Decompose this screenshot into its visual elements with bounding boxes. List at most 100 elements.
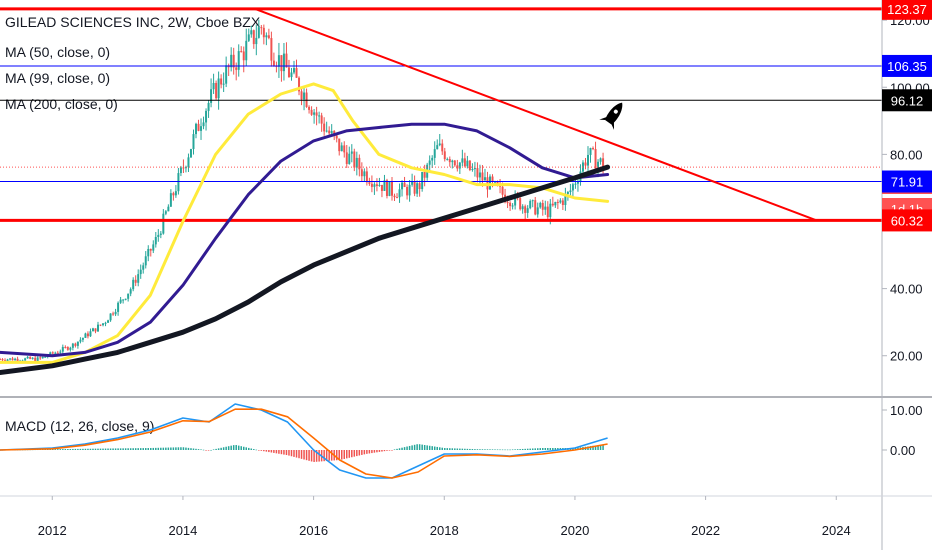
candle-body [184, 167, 187, 169]
candle-body [74, 343, 77, 346]
candle-body [473, 168, 476, 170]
candle-body [220, 78, 223, 85]
macd-histogram-bar [94, 448, 97, 450]
candle-body [79, 339, 82, 342]
macd-histogram-bar [376, 450, 378, 453]
xtick-label: 2018 [430, 523, 459, 538]
xtick-label: 2012 [38, 523, 67, 538]
candle-body [56, 352, 59, 354]
macd-histogram-bar [197, 449, 200, 450]
candle-body [438, 143, 441, 146]
candle-body [142, 265, 145, 270]
candle-body [252, 30, 255, 45]
candle-body [524, 206, 527, 213]
macd-histogram-bar [150, 447, 152, 450]
candle-body [448, 159, 451, 163]
rocket-body [605, 102, 623, 125]
macd-histogram-bar [109, 448, 112, 450]
macd-histogram-bar [245, 447, 248, 450]
macd-histogram-bar [170, 447, 172, 450]
candle-body [478, 172, 481, 178]
macd-histogram-bar [313, 450, 315, 462]
candle-body [69, 347, 72, 350]
price-label-106.35: 106.35 [882, 54, 932, 77]
macd-histogram-bar [305, 450, 308, 461]
candle-body [494, 181, 497, 183]
candle-body [285, 53, 288, 68]
candle-body [117, 302, 120, 312]
candle-body [378, 184, 381, 186]
macd-histogram-bar [534, 448, 536, 450]
macd-histogram-bar [165, 447, 167, 450]
candle-body [398, 189, 401, 198]
macd-histogram-bar [62, 449, 64, 450]
macd-histogram-bar [69, 448, 72, 450]
candle-body [328, 130, 331, 134]
candle-body [195, 123, 197, 135]
candle-body [599, 158, 602, 162]
candle-body [205, 110, 208, 123]
macd-histogram-bar [255, 449, 258, 451]
macd-histogram-bar [406, 446, 408, 450]
candle-body [546, 206, 549, 218]
macd-histogram-bar [381, 450, 383, 452]
macd-histogram-bar [112, 448, 114, 450]
macd-histogram-bar [373, 450, 376, 453]
candle-body [265, 35, 268, 38]
candle-body [355, 157, 358, 168]
candle-body [576, 181, 579, 184]
macd-histogram-bar [147, 448, 150, 450]
macd-histogram-bar [494, 449, 496, 451]
macd-histogram-bar [298, 450, 300, 459]
candle-body [536, 207, 539, 215]
macd-histogram-bar [127, 448, 129, 450]
candle-body [94, 328, 97, 332]
candle-body [189, 149, 192, 158]
macd-histogram-bar [366, 450, 368, 454]
candle-body [584, 162, 587, 166]
candle-body [172, 193, 175, 196]
candle-body [24, 358, 27, 361]
price-label-60.32: 60.32 [882, 209, 932, 232]
candle-body [114, 311, 117, 315]
macd-histogram-bar [426, 445, 428, 450]
candle-body [157, 234, 160, 238]
candle-body [212, 82, 215, 90]
candle-body [162, 213, 165, 234]
macd-histogram-bar [293, 450, 295, 457]
macd-histogram-bar [210, 449, 212, 451]
candle-body [129, 289, 132, 294]
price-label-bg [882, 54, 932, 77]
candle-body [308, 106, 311, 110]
candle-body [4, 360, 7, 362]
macd-histogram-bar [356, 450, 358, 457]
macd-histogram-bar [260, 450, 263, 451]
candle-body [179, 167, 182, 174]
macd-histogram-bar [97, 448, 99, 450]
candle-body [453, 160, 456, 166]
candle-body [84, 333, 87, 338]
macd-histogram-bar [511, 449, 514, 451]
candle-body [207, 102, 210, 111]
candle-body [416, 183, 419, 194]
price-label-71.91: 71.91 [882, 170, 932, 193]
macd-histogram-bar [207, 450, 210, 451]
candle-body [59, 351, 62, 353]
macd-histogram-bar [552, 448, 554, 450]
macd-histogram-bar [323, 450, 325, 462]
candle-body [373, 184, 376, 187]
macd-histogram-bar [358, 450, 361, 456]
macd-histogram-bar [378, 450, 381, 452]
macd-histogram-bar [474, 449, 476, 450]
macd-histogram-bar [315, 450, 318, 462]
macd-histogram-bar [102, 448, 104, 450]
ytick-label: 20.00 [890, 349, 923, 364]
candle-body [396, 197, 399, 199]
candle-body [202, 122, 205, 127]
candle-body [139, 269, 142, 275]
candle-body [375, 184, 378, 186]
macd-histogram-bar [418, 444, 421, 450]
candle-body [370, 183, 373, 187]
candle-body [592, 148, 595, 150]
